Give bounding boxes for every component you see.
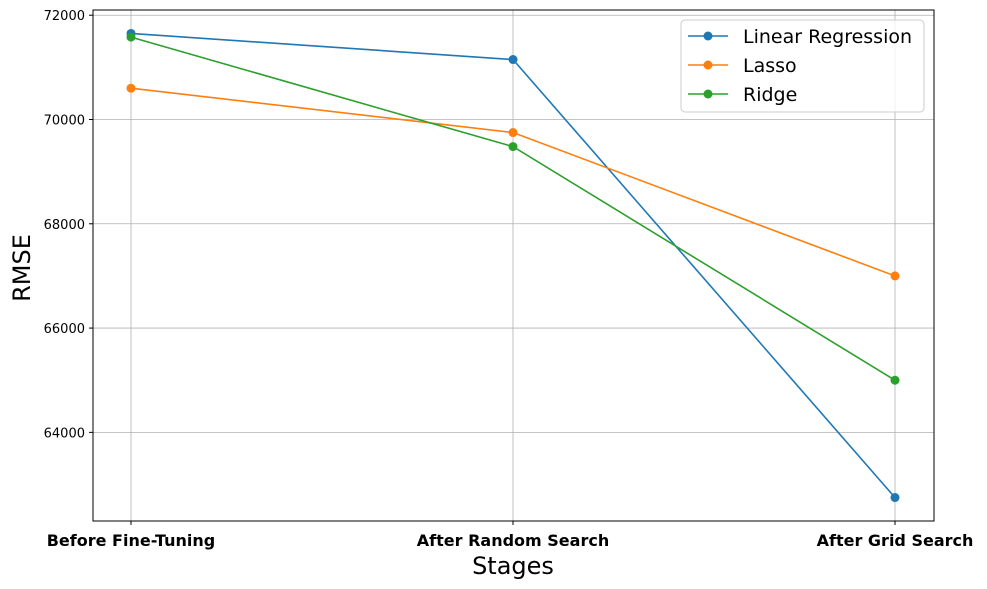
y-tick-label: 66000 (44, 322, 85, 337)
series-group (126, 28, 900, 503)
series-linear-regression (126, 28, 900, 503)
legend: Linear Regression Lasso Ridge (680, 19, 925, 113)
y-tick-label: 72000 (44, 9, 85, 24)
x-tick-label: Before Fine-Tuning (47, 531, 216, 550)
legend-item: Lasso (688, 55, 797, 77)
data-point (508, 55, 518, 65)
y-axis-title: RMSE (8, 234, 36, 302)
data-point (890, 375, 900, 385)
legend-swatch-marker (703, 31, 713, 41)
legend-item: Linear Regression (688, 26, 912, 48)
y-tick-label: 70000 (44, 114, 85, 129)
x-axis: Before Fine-Tuning After Random Search Aft… (47, 521, 974, 550)
data-point (508, 128, 518, 138)
y-axis: 64000 66000 68000 70000 72000 (44, 9, 93, 441)
y-tick-label: 68000 (44, 218, 85, 233)
data-point (126, 32, 136, 42)
legend-label: Ridge (743, 84, 797, 106)
series-ridge (126, 32, 900, 385)
legend-label: Lasso (743, 55, 797, 77)
y-tick-label: 64000 (44, 426, 85, 441)
legend-item: Ridge (688, 84, 797, 106)
x-axis-title: Stages (472, 552, 554, 580)
data-point (508, 142, 518, 152)
x-tick-label: After Grid Search (817, 531, 974, 550)
x-tick-label: After Random Search (417, 531, 609, 550)
series-lasso (126, 83, 900, 281)
legend-swatch-marker (703, 89, 713, 99)
data-point (890, 271, 900, 281)
data-point (890, 493, 900, 503)
grid (93, 10, 934, 521)
data-point (126, 83, 136, 93)
legend-label: Linear Regression (743, 26, 912, 48)
legend-box (680, 19, 925, 113)
legend-swatch-marker (703, 60, 713, 70)
